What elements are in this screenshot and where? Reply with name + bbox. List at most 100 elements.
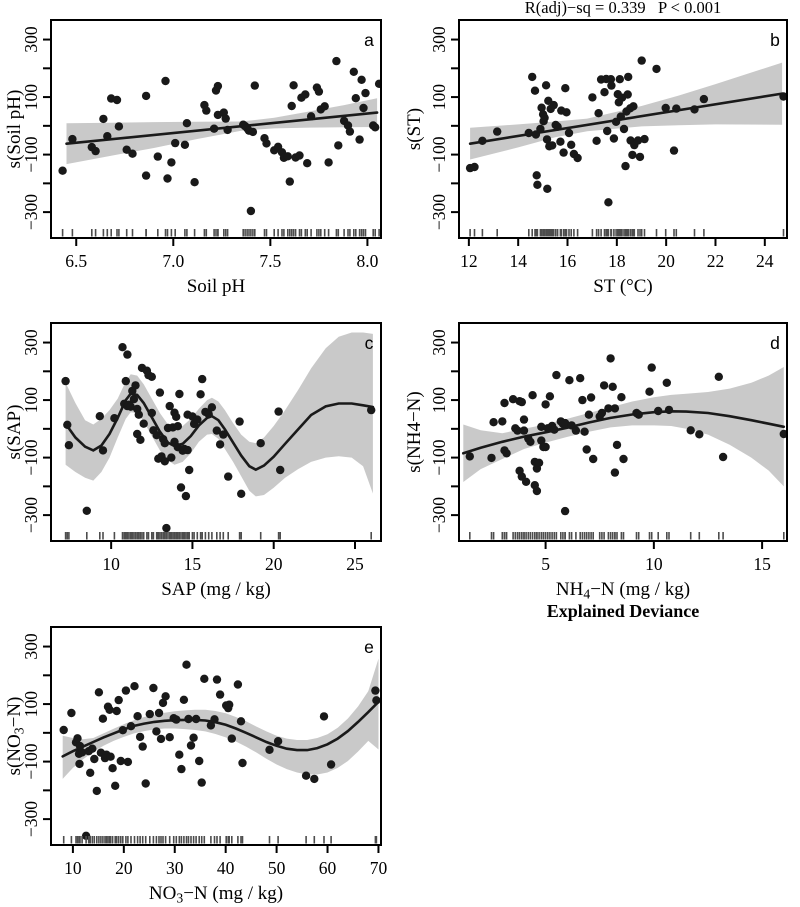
data-point bbox=[215, 440, 225, 449]
data-point bbox=[606, 354, 615, 363]
data-point bbox=[552, 370, 561, 380]
data-point bbox=[77, 748, 87, 757]
data-point bbox=[88, 744, 97, 753]
data-point bbox=[158, 698, 168, 708]
panel-a-soil-ph: 6.5 7.0 7.5 8.0 −300 −100 100 300 Soil pH s(Soil … bbox=[0, 0, 400, 302]
data-point bbox=[623, 90, 632, 99]
data-point bbox=[212, 426, 221, 435]
data-point bbox=[606, 75, 616, 84]
data-point bbox=[191, 714, 201, 724]
data-point bbox=[250, 81, 259, 90]
x-tick-label: 8.0 bbox=[356, 251, 378, 271]
data-point bbox=[615, 75, 624, 84]
data-point bbox=[86, 768, 95, 777]
data-point bbox=[779, 92, 787, 101]
panel-b-canvas: 12 14 16 18 20 22 24 −300 −100 100 300 ST (°C) s(ST)… bbox=[404, 19, 788, 297]
data-point bbox=[645, 387, 654, 396]
plot-box bbox=[50, 626, 382, 846]
data-point bbox=[114, 122, 124, 131]
x-axis-title: Soil pH bbox=[187, 276, 246, 297]
data-point bbox=[111, 781, 120, 790]
data-point bbox=[513, 426, 522, 435]
data-point bbox=[121, 376, 130, 386]
y-tick-label: −100 bbox=[429, 439, 449, 475]
data-point bbox=[573, 153, 582, 163]
data-point bbox=[246, 206, 256, 216]
data-point bbox=[160, 439, 169, 448]
y-tick-label: −100 bbox=[21, 743, 41, 779]
data-point bbox=[586, 393, 596, 402]
data-point bbox=[661, 103, 670, 113]
x-tick-label: 5 bbox=[541, 554, 550, 574]
data-point bbox=[155, 388, 165, 397]
data-point bbox=[465, 452, 474, 461]
data-point bbox=[233, 680, 243, 689]
data-point bbox=[131, 381, 140, 390]
y-tick-label: 300 bbox=[429, 26, 449, 53]
panel-a-canvas: 6.5 7.0 7.5 8.0 −300 −100 100 300 Soil pH s(Soil … bbox=[4, 19, 382, 297]
panel-letter: e bbox=[364, 637, 374, 657]
data-point bbox=[374, 79, 381, 88]
data-point bbox=[126, 402, 135, 411]
data-point bbox=[141, 171, 151, 180]
data-point bbox=[95, 412, 105, 421]
data-point bbox=[147, 372, 156, 381]
data-point bbox=[669, 146, 679, 155]
data-point bbox=[114, 695, 123, 705]
y-axis-title: s(ST) bbox=[404, 108, 425, 150]
data-point bbox=[152, 727, 161, 736]
data-point bbox=[248, 127, 258, 137]
data-point bbox=[92, 786, 102, 796]
data-point bbox=[61, 376, 70, 386]
x-tick-label: 25 bbox=[346, 554, 364, 574]
y-axis-title: s(NH4−N) bbox=[404, 391, 425, 472]
panel-b-soil-temperature: 12 14 16 18 20 22 24 −300 −100 100 300 ST (°C) s(ST)… bbox=[400, 0, 800, 302]
data-point bbox=[367, 405, 376, 415]
smooth-fit-line bbox=[65, 111, 379, 145]
data-point bbox=[183, 445, 192, 455]
x-tick-label: 16 bbox=[559, 251, 577, 271]
data-point bbox=[130, 682, 139, 691]
data-point bbox=[537, 422, 546, 431]
data-point bbox=[163, 174, 172, 183]
data-point bbox=[103, 132, 112, 141]
data-point bbox=[153, 152, 162, 161]
data-point bbox=[283, 152, 292, 161]
data-point bbox=[200, 674, 209, 683]
y-tick-label: −100 bbox=[21, 439, 41, 475]
x-tick-label: 14 bbox=[509, 251, 527, 271]
data-point bbox=[664, 405, 674, 415]
data-point bbox=[167, 158, 176, 167]
data-point bbox=[541, 400, 550, 409]
x-tick-label: 30 bbox=[166, 858, 184, 878]
data-point bbox=[361, 88, 370, 98]
panel-c-sap: 10 15 20 25 −300 −100 100 300 SAP (mg / kg) s(SAP… bbox=[0, 302, 400, 605]
data-point bbox=[207, 403, 217, 412]
data-point bbox=[180, 140, 190, 149]
data-point bbox=[624, 72, 633, 82]
data-point bbox=[517, 397, 526, 407]
data-point bbox=[58, 166, 67, 175]
x-tick-label: 24 bbox=[756, 251, 774, 271]
x-tick-label: 60 bbox=[319, 858, 337, 878]
plot-box bbox=[458, 19, 788, 239]
panel-c-canvas: 10 15 20 25 −300 −100 100 300 SAP (mg / kg) s(SAP… bbox=[4, 322, 382, 600]
data-point bbox=[487, 453, 496, 463]
data-point bbox=[141, 91, 151, 101]
data-point bbox=[141, 779, 150, 788]
data-point bbox=[609, 134, 619, 143]
data-point bbox=[116, 756, 126, 766]
data-point bbox=[600, 88, 609, 97]
data-point bbox=[640, 134, 649, 144]
data-point bbox=[310, 774, 319, 784]
data-point bbox=[172, 412, 181, 421]
data-point bbox=[351, 94, 360, 103]
data-point bbox=[334, 141, 343, 150]
data-point bbox=[619, 124, 629, 134]
data-point bbox=[690, 105, 699, 114]
data-point bbox=[154, 708, 164, 718]
data-point bbox=[161, 76, 170, 86]
data-point bbox=[91, 146, 100, 156]
data-point bbox=[357, 75, 366, 85]
